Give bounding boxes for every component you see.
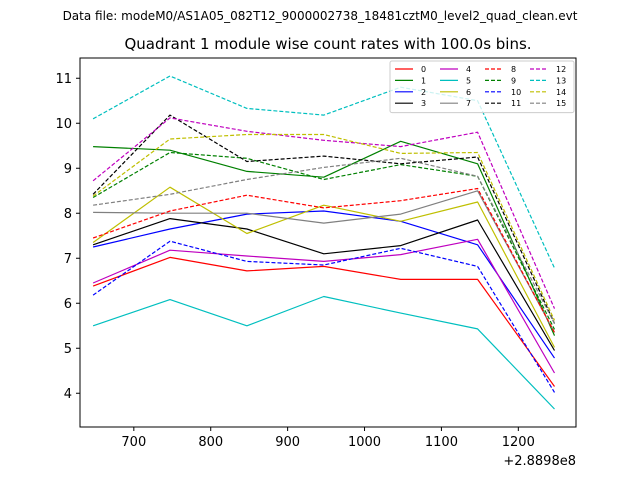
series-line-1 [93, 140, 556, 336]
series-line-2 [92, 210, 555, 359]
series-line-3 [92, 218, 556, 351]
legend-label-10: 10 [511, 88, 521, 97]
plot-area [92, 75, 556, 410]
legend-label-1: 1 [421, 76, 426, 85]
series-line-6 [92, 186, 556, 348]
y-tick-label: 11 [55, 72, 72, 87]
legend-label-2: 2 [421, 88, 426, 97]
y-tick-label: 7 [64, 252, 72, 267]
legend-label-11: 11 [511, 99, 521, 108]
x-tick-label: 1100 [425, 435, 458, 450]
legend-label-15: 15 [556, 99, 566, 108]
y-tick-label: 4 [64, 387, 72, 402]
x-tick-label: 1000 [348, 435, 381, 450]
series-line-0 [92, 256, 555, 387]
legend-label-13: 13 [556, 76, 566, 85]
legend-label-12: 12 [556, 65, 566, 74]
legend-box [389, 60, 575, 114]
x-tick-label: 700 [121, 435, 146, 450]
legend-label-14: 14 [556, 88, 566, 97]
legend-label-4: 4 [466, 65, 471, 74]
series-line-15 [93, 157, 556, 324]
y-tick-label: 5 [64, 342, 72, 357]
legend-label-6: 6 [466, 88, 471, 97]
series-line-11 [92, 114, 556, 324]
x-tick-label: 900 [275, 435, 300, 450]
series-line-7 [93, 190, 556, 333]
x-axis-offset-label: +2.8898e8 [503, 454, 576, 469]
series-line-5 [92, 295, 555, 410]
axes-frame [79, 57, 577, 428]
legend-label-3: 3 [421, 99, 426, 108]
y-tick-label: 6 [64, 297, 72, 312]
y-tick-label: 9 [64, 162, 72, 177]
figure-suptitle: Data file: modeM0/AS1A05_082T12_90000027… [63, 9, 578, 23]
series-line-12 [92, 117, 556, 309]
axis-ticks: 700 800 900 1000 1100 1200 4 5 6 7 8 9 10 11 [55, 72, 534, 450]
y-tick-label: 8 [64, 207, 72, 222]
series-line-14 [92, 133, 556, 321]
y-tick-label: 10 [55, 117, 72, 132]
series-line-4 [92, 238, 556, 374]
x-tick-label: 1200 [502, 435, 535, 450]
x-tick-label: 800 [198, 435, 223, 450]
legend-label-8: 8 [511, 65, 516, 74]
legend-label-7: 7 [466, 99, 471, 108]
series-line-8 [92, 187, 556, 333]
legend-label-9: 9 [511, 76, 516, 85]
series-line-10 [92, 240, 556, 393]
legend-label-5: 5 [466, 76, 471, 85]
chart-title: Quadrant 1 module wise count rates with … [124, 35, 531, 53]
legend-label-0: 0 [421, 65, 426, 74]
